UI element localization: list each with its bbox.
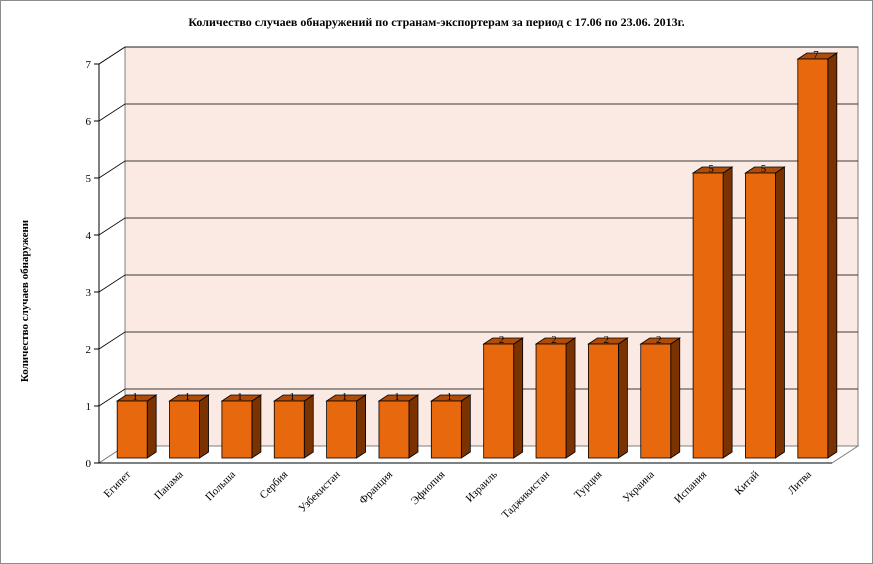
data-label: 5 [761,163,767,175]
x-tick-label: Китай [733,469,762,498]
bar-side [775,166,785,459]
y-tick-label: 6 [86,116,92,128]
x-tick-label: Египет [102,469,134,501]
bar-side [513,337,524,459]
data-label: 1 [342,391,348,403]
bar-front [430,400,462,459]
bar-front [640,343,672,459]
chart-walls [97,46,860,464]
bar-13: 5 [744,163,786,459]
x-tick-label: Таджикистан [500,469,553,522]
floor [97,445,860,464]
bar-3: 1 [220,391,263,459]
bar-7: 1 [430,391,472,459]
bar-14: 7 [796,49,839,459]
bar-side [408,394,419,459]
data-label: 1 [290,391,296,403]
bar-front [535,343,567,459]
y-tick-label: 0 [86,458,92,470]
data-label: 1 [132,391,138,403]
y-tick-label: 7 [86,59,92,71]
bar-side [670,337,681,459]
bar-front [221,400,253,459]
x-axis-labels: Египет Панама Польша Сербия Узбекистан Франци… [102,469,814,522]
bar-side [565,337,576,459]
data-label: 5 [708,163,714,175]
bar-front [745,172,776,459]
bar-10: 2 [587,334,629,459]
x-tick-label: Украина [621,469,657,505]
x-tick-label: Панама [152,469,186,503]
y-tick-label: 3 [86,287,92,299]
bar-12: 5 [691,163,734,459]
bar-side [356,394,367,459]
bar-front [483,343,515,459]
data-label: 7 [813,49,819,61]
bar-front [797,58,829,459]
y-tick-label: 1 [86,401,92,413]
data-label: 2 [499,334,505,346]
bar-1: 1 [115,391,158,459]
data-label: 1 [394,391,400,403]
bar-side [199,394,209,459]
bar-11: 2 [639,334,682,459]
bar-front [273,400,305,459]
gridlines [98,46,858,407]
bar-front [378,400,410,459]
gridline [98,331,858,350]
y-tick-label: 4 [86,230,92,242]
x-tick-label: Литва [786,469,814,497]
x-tick-label: Франция [357,469,395,507]
data-label: 1 [447,391,453,403]
bar-front [326,400,358,459]
y-tick-label: 5 [86,173,92,185]
bar-2: 1 [168,391,210,459]
x-tick-label: Турция [572,469,605,502]
bars: 1 1 1 1 1 1 1 2 2 2 2 5 5 7 [115,49,839,459]
y-axis-ticks: 0 1 2 3 4 5 6 7 [86,59,832,470]
gridline [98,217,858,236]
x-tick-label: Эфиопия [409,469,448,508]
bar-8: 2 [482,334,524,459]
bar-6: 1 [377,391,420,459]
gridline [98,103,858,122]
data-label: 1 [237,391,243,403]
x-tick-label: Испания [672,469,709,506]
bar-side [303,394,314,459]
bar-side [251,394,262,459]
bar-front [692,172,724,459]
chart-title: Количество случаев обнаружений по страна… [188,15,685,29]
gridline [98,274,858,293]
data-label: 2 [551,334,557,346]
bar-side [827,52,838,459]
data-label: 2 [656,334,662,346]
x-tick-label: Узбекистан [297,469,343,515]
bar-9: 2 [534,334,577,459]
x-tick-label: Израиль [464,469,500,505]
bar-side [146,394,157,459]
data-label: 1 [185,391,191,403]
x-tick-label: Сербия [258,469,291,502]
data-label: 2 [604,334,610,346]
bar-5: 1 [325,391,367,459]
y-tick-label: 2 [86,344,92,356]
bar-side [460,394,471,459]
bar-side [617,337,628,459]
gridline [98,46,858,65]
bar-front [116,400,148,459]
x-tick-label: Польша [203,469,238,504]
bar-4: 1 [272,391,315,459]
bar-side [722,166,733,459]
gridline [98,160,858,179]
bar-front [587,343,619,459]
bar-front [169,400,200,459]
